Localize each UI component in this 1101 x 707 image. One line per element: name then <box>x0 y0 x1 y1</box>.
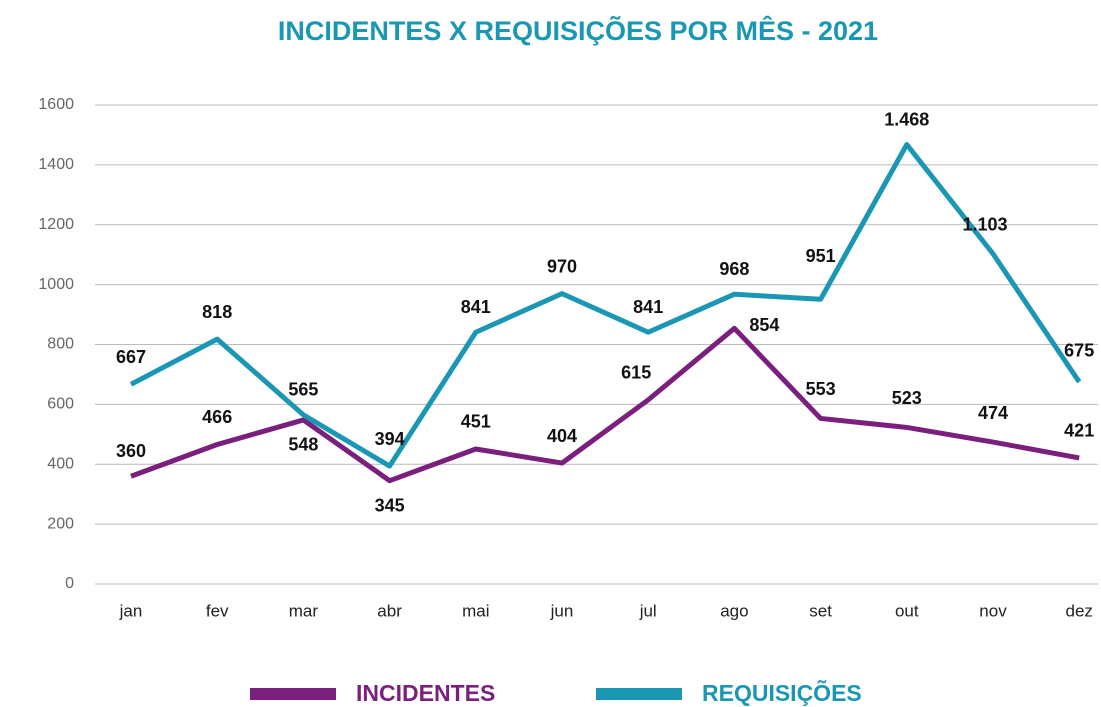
line <box>129 142 1082 469</box>
data-label: 421 <box>1064 421 1094 441</box>
data-label: 548 <box>288 435 318 455</box>
data-label: 951 <box>806 246 836 266</box>
legend-label: INCIDENTES <box>356 680 495 706</box>
data-label: 523 <box>892 388 922 408</box>
x-tick-label: jun <box>550 601 574 620</box>
data-label: 841 <box>461 297 491 317</box>
data-label: 1.103 <box>962 215 1007 235</box>
data-label: 360 <box>116 441 146 461</box>
y-tick-label: 600 <box>47 396 74 413</box>
data-label: 565 <box>288 380 318 400</box>
x-tick-label: jan <box>119 601 143 620</box>
x-tick-label: set <box>809 601 832 620</box>
x-tick-label: mar <box>289 601 319 620</box>
x-tick-label: nov <box>979 601 1007 620</box>
data-label: 345 <box>375 495 405 515</box>
data-label: 968 <box>719 259 749 279</box>
data-label: 466 <box>202 407 232 427</box>
data-label: 394 <box>375 429 405 449</box>
x-tick-label: fev <box>206 601 229 620</box>
y-tick-label: 1000 <box>38 276 74 293</box>
y-tick-label: 1400 <box>38 156 74 173</box>
y-tick-label: 200 <box>47 515 74 532</box>
data-label: 818 <box>202 302 232 322</box>
data-label: 667 <box>116 347 146 367</box>
line <box>130 325 1080 484</box>
data-label: 841 <box>633 297 663 317</box>
data-label: 1.468 <box>884 109 929 129</box>
data-label: 474 <box>978 403 1008 423</box>
x-tick-label: dez <box>1065 601 1092 620</box>
x-tick-label: mai <box>462 601 489 620</box>
y-tick-label: 400 <box>47 455 74 472</box>
x-tick-label: abr <box>377 601 402 620</box>
x-tick-label: out <box>895 601 919 620</box>
legend-swatch <box>596 688 682 700</box>
y-tick-label: 0 <box>65 575 74 592</box>
data-label: 451 <box>461 412 491 432</box>
y-tick-label: 1200 <box>38 216 74 233</box>
data-label: 854 <box>749 315 779 335</box>
x-tick-label: ago <box>720 601 748 620</box>
data-label: 615 <box>621 363 651 383</box>
data-label: 553 <box>806 379 836 399</box>
x-tick-label: jul <box>639 601 657 620</box>
chart-title: INCIDENTES X REQUISIÇÕES POR MÊS - 2021 <box>278 15 878 46</box>
legend-swatch <box>250 688 336 700</box>
data-label: 404 <box>547 426 577 446</box>
data-label: 675 <box>1064 341 1094 361</box>
y-tick-label: 800 <box>47 336 74 353</box>
data-label: 970 <box>547 256 577 276</box>
y-tick-label: 1600 <box>38 96 74 113</box>
legend-label: REQUISIÇÕES <box>702 679 862 706</box>
